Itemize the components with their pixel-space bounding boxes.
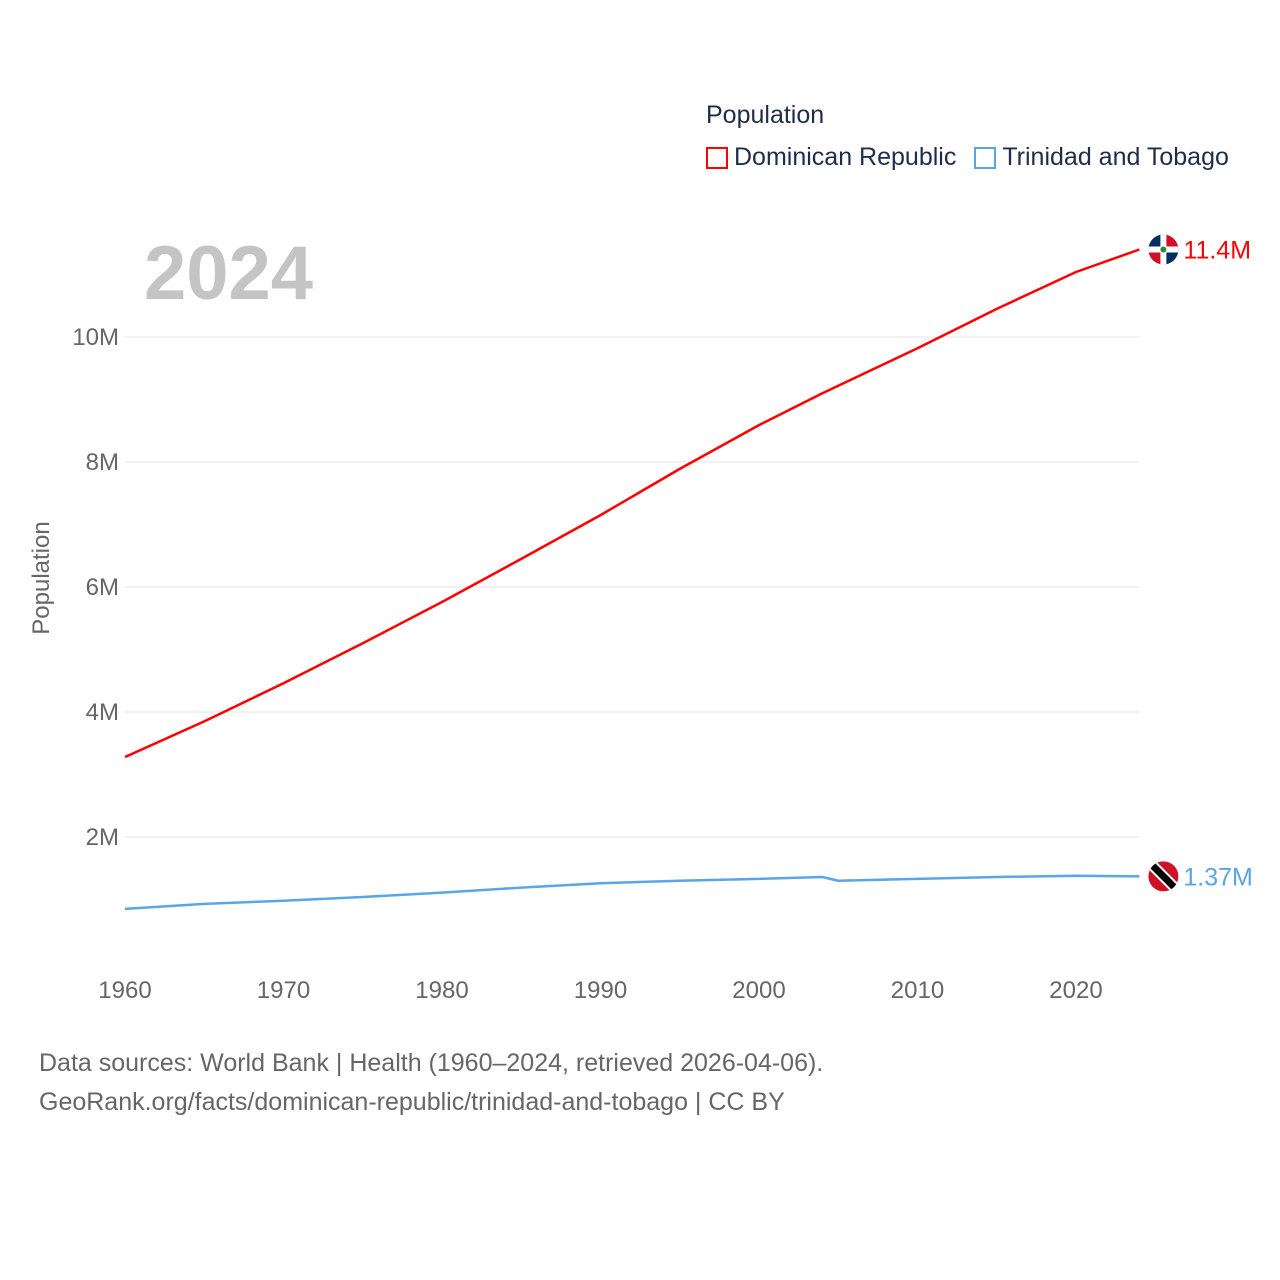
y-tick-label: 2M [86,824,119,851]
end-value-label: 11.4M [1183,237,1251,265]
y-tick-label: 6M [86,574,119,601]
series-line-trinidad-and-tobago [124,874,1140,911]
legend-item-dominican-republic[interactable]: Dominican Republic [706,143,956,172]
x-tick-label: 2020 [1049,977,1102,1004]
trinidad-and-tobago-flag-icon [1148,861,1179,892]
footer: Data sources: World Bank | Health (1960–… [39,1044,823,1122]
legend-label: Dominican Republic [734,143,957,171]
legend-title: Population [706,101,825,129]
legend-swatch [974,146,997,169]
x-tick-label: 2010 [891,977,944,1004]
source-link[interactable]: GeoRank.org/facts/dominican-republic/tri… [39,1088,785,1116]
y-tick-label: 10M [72,324,119,351]
x-tick-label: 1990 [574,977,627,1004]
x-tick-label: 1960 [98,977,151,1004]
legend-item-trinidad-and-tobago[interactable]: Trinidad and Tobago [974,143,1229,172]
series-line-dominican-republic [124,248,1140,759]
y-tick-label: 4M [86,699,119,726]
end-value-label: 1.37M [1183,863,1252,891]
legend: Dominican Republic Trinidad and Tobago [706,143,1229,172]
x-tick-label: 1980 [415,977,468,1004]
data-source: Data sources: World Bank | Health (1960–… [39,1049,824,1077]
dominican-republic-flag-icon [1148,234,1179,265]
y-tick-label: 8M [86,449,119,476]
legend-label: Trinidad and Tobago [1002,143,1229,171]
x-tick-label: 1970 [257,977,310,1004]
legend-swatch [706,146,728,169]
year-label: 2024 [144,231,314,316]
x-tick-label: 2000 [732,977,785,1004]
